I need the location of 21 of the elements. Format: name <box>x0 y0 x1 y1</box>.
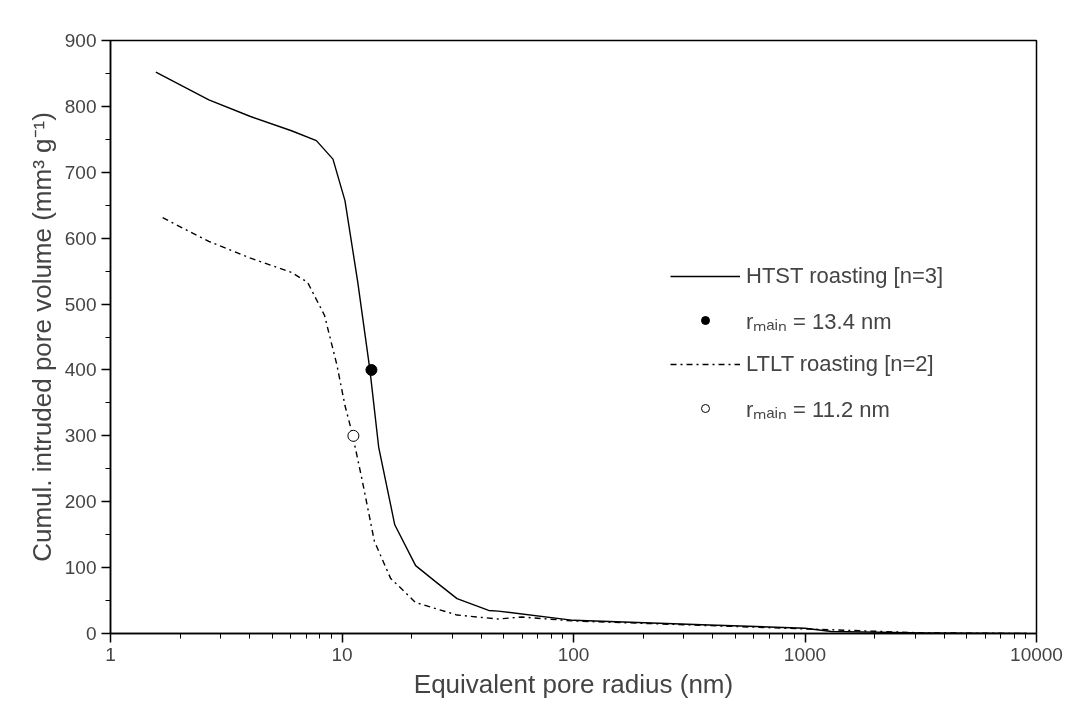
y-tick-label: 500 <box>64 293 97 315</box>
y-tick-label: 900 <box>64 30 97 51</box>
y-tick-label: 100 <box>64 557 97 579</box>
legend-label: rₘₐᵢₙ = 13.4 nm <box>746 308 892 335</box>
x-tick-label: 1000 <box>783 643 827 665</box>
y-tick-label: 800 <box>64 95 97 117</box>
y-tick-label: 400 <box>64 359 97 381</box>
x-tick-label: 10000 <box>1010 643 1063 665</box>
legend-label: rₘₐᵢₙ = 11.2 nm <box>746 396 890 423</box>
y-tick-label: 700 <box>64 161 97 183</box>
x-tick-label: 10 <box>331 643 353 665</box>
y-tick-label: 0 <box>85 623 97 644</box>
y-tick-label: 600 <box>64 227 97 249</box>
x-tick-label: 1 <box>105 643 116 665</box>
x-tick-label: 100 <box>557 643 590 665</box>
y-tick-label: 300 <box>64 425 97 447</box>
y-axis-title: Cumul. intruded pore volume (mm³ g⁻¹) <box>26 112 57 562</box>
y-tick-label: 200 <box>64 491 97 513</box>
legend-label: HTST roasting [n=3] <box>746 263 944 289</box>
x-axis-title: Equivalent pore radius (nm) <box>413 668 734 699</box>
legend-label: LTLT roasting [n=2] <box>746 351 934 377</box>
